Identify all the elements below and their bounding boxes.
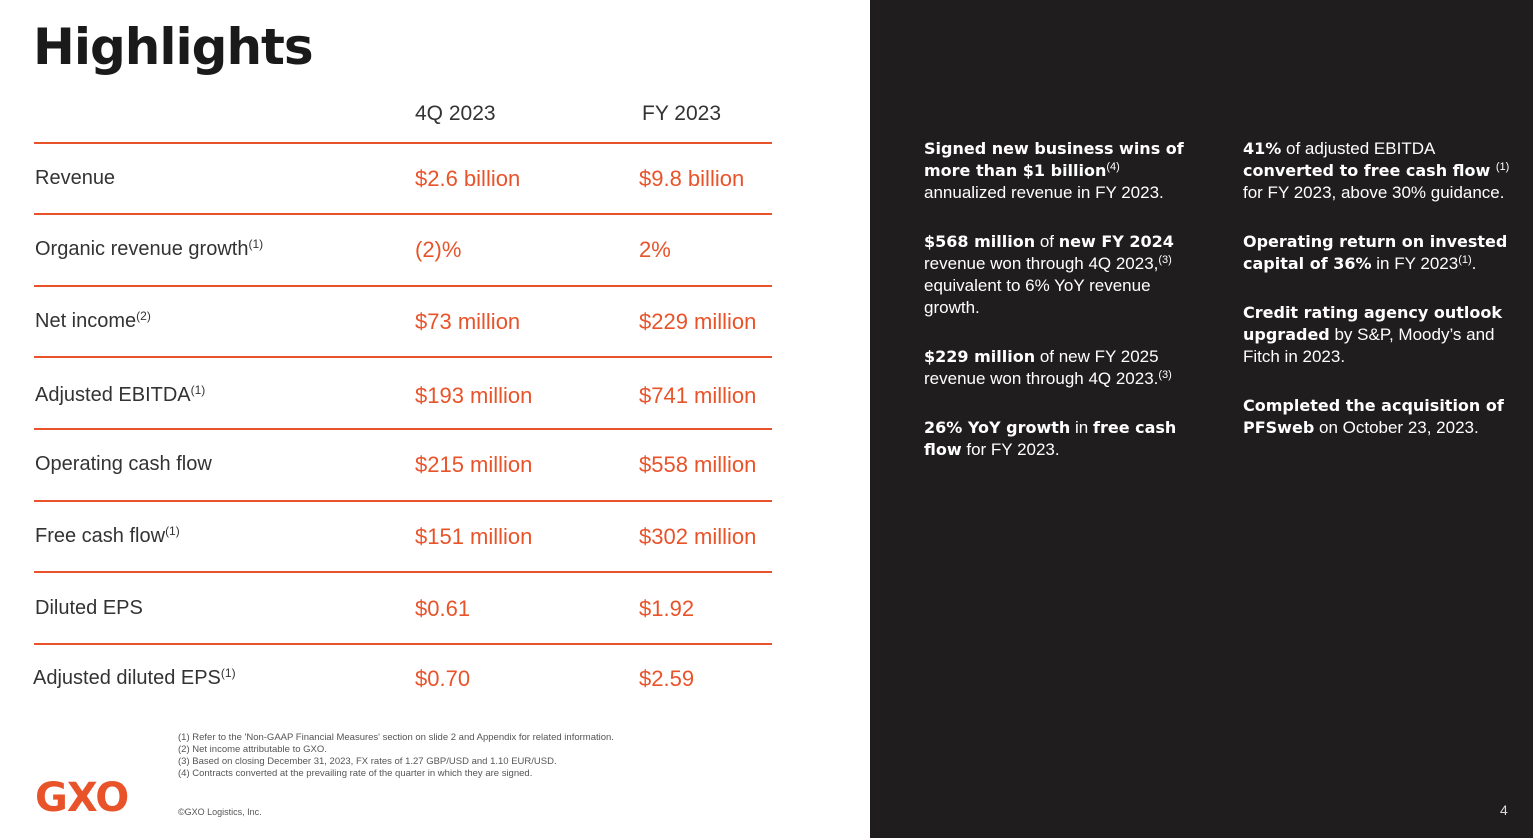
row-divider <box>34 213 772 215</box>
table-row: Operating cash flow $215 million $558 mi… <box>0 429 800 500</box>
page-title: Highlights <box>33 18 314 76</box>
row-divider <box>34 428 772 430</box>
value-fy: $229 million <box>639 309 757 334</box>
highlights-column-left: Signed new business wins of more than $1… <box>924 138 1199 488</box>
highlight-item: Credit rating agency outlook upgraded by… <box>1243 303 1502 366</box>
gxo-logo: GXO <box>35 775 129 821</box>
row-divider <box>34 285 772 287</box>
value-fy: 2% <box>639 237 671 262</box>
value-fy: $741 million <box>639 383 757 408</box>
footnote: (4) Contracts converted at the prevailin… <box>178 768 533 779</box>
row-label: Operating cash flow <box>35 453 212 475</box>
value-fy: $558 million <box>639 452 757 477</box>
row-divider <box>34 356 772 358</box>
value-fy: $2.59 <box>639 666 695 691</box>
table-row: Revenue $2.6 billion $9.8 billion <box>0 143 800 214</box>
value-fy: $302 million <box>639 524 757 549</box>
highlight-item: Signed new business wins of more than $1… <box>924 139 1184 202</box>
row-label: Net income(2) <box>35 309 151 332</box>
table-row: Adjusted diluted EPS(1) $0.70 $2.59 <box>0 643 800 714</box>
table-row: Free cash flow(1) $151 million $302 mill… <box>0 501 800 572</box>
value-4q: $193 million <box>415 383 533 408</box>
footnotes: (1) Refer to the 'Non-GAAP Financial Mea… <box>178 732 614 780</box>
value-4q: $151 million <box>415 524 533 549</box>
row-label: Free cash flow(1) <box>35 524 180 547</box>
row-label: Organic revenue growth(1) <box>35 237 264 260</box>
column-header-4q: 4Q 2023 <box>415 102 496 125</box>
highlights-panel <box>870 0 1533 838</box>
value-4q: $215 million <box>415 452 533 477</box>
row-divider <box>34 571 772 573</box>
page-number: 4 <box>1500 802 1508 818</box>
row-divider <box>34 142 772 144</box>
highlight-item: Operating return on invested capital of … <box>1243 232 1508 273</box>
value-4q: $0.70 <box>415 666 471 691</box>
highlight-item: $229 million of new FY 2025 revenue won … <box>924 347 1172 388</box>
value-4q: $2.6 billion <box>415 166 521 191</box>
row-label: Adjusted EBITDA(1) <box>35 383 206 406</box>
table-panel: Highlights 4Q 2023 FY 2023 Revenue $2.6 … <box>0 18 800 821</box>
table-row: Net income(2) $73 million $229 million <box>0 286 800 357</box>
row-label: Revenue <box>35 167 116 189</box>
row-label: Diluted EPS <box>35 597 143 619</box>
value-4q: (2)% <box>415 237 462 262</box>
table-row: Adjusted EBITDA(1) $193 million $741 mil… <box>0 360 800 431</box>
row-label: Adjusted diluted EPS(1) <box>33 666 236 689</box>
table-row: Diluted EPS $0.61 $1.92 <box>0 573 800 644</box>
highlight-item: 26% YoY growth in free cash flow for FY … <box>924 418 1177 459</box>
value-fy: $1.92 <box>639 596 695 621</box>
table-row: Organic revenue growth(1) (2)% 2% <box>0 214 800 285</box>
value-4q: $0.61 <box>415 596 471 621</box>
value-4q: $73 million <box>415 309 521 334</box>
row-divider <box>34 500 772 502</box>
copyright: ©GXO Logistics, Inc. <box>178 807 262 817</box>
highlight-item: Completed the acquisition of PFSweb on O… <box>1243 396 1504 437</box>
footnote: (2) Net income attributable to GXO. <box>178 744 327 755</box>
highlights-column-right: 41% of adjusted EBITDA converted to free… <box>1243 138 1518 466</box>
footnote: (1) Refer to the 'Non-GAAP Financial Mea… <box>178 732 614 743</box>
highlight-item: 41% of adjusted EBITDA converted to free… <box>1243 139 1510 202</box>
value-fy: $9.8 billion <box>639 166 745 191</box>
footnote: (3) Based on closing December 31, 2023, … <box>178 756 557 767</box>
row-divider <box>34 643 772 645</box>
column-header-fy: FY 2023 <box>642 102 722 125</box>
highlight-item: $568 million of new FY 2024 revenue won … <box>924 232 1174 317</box>
